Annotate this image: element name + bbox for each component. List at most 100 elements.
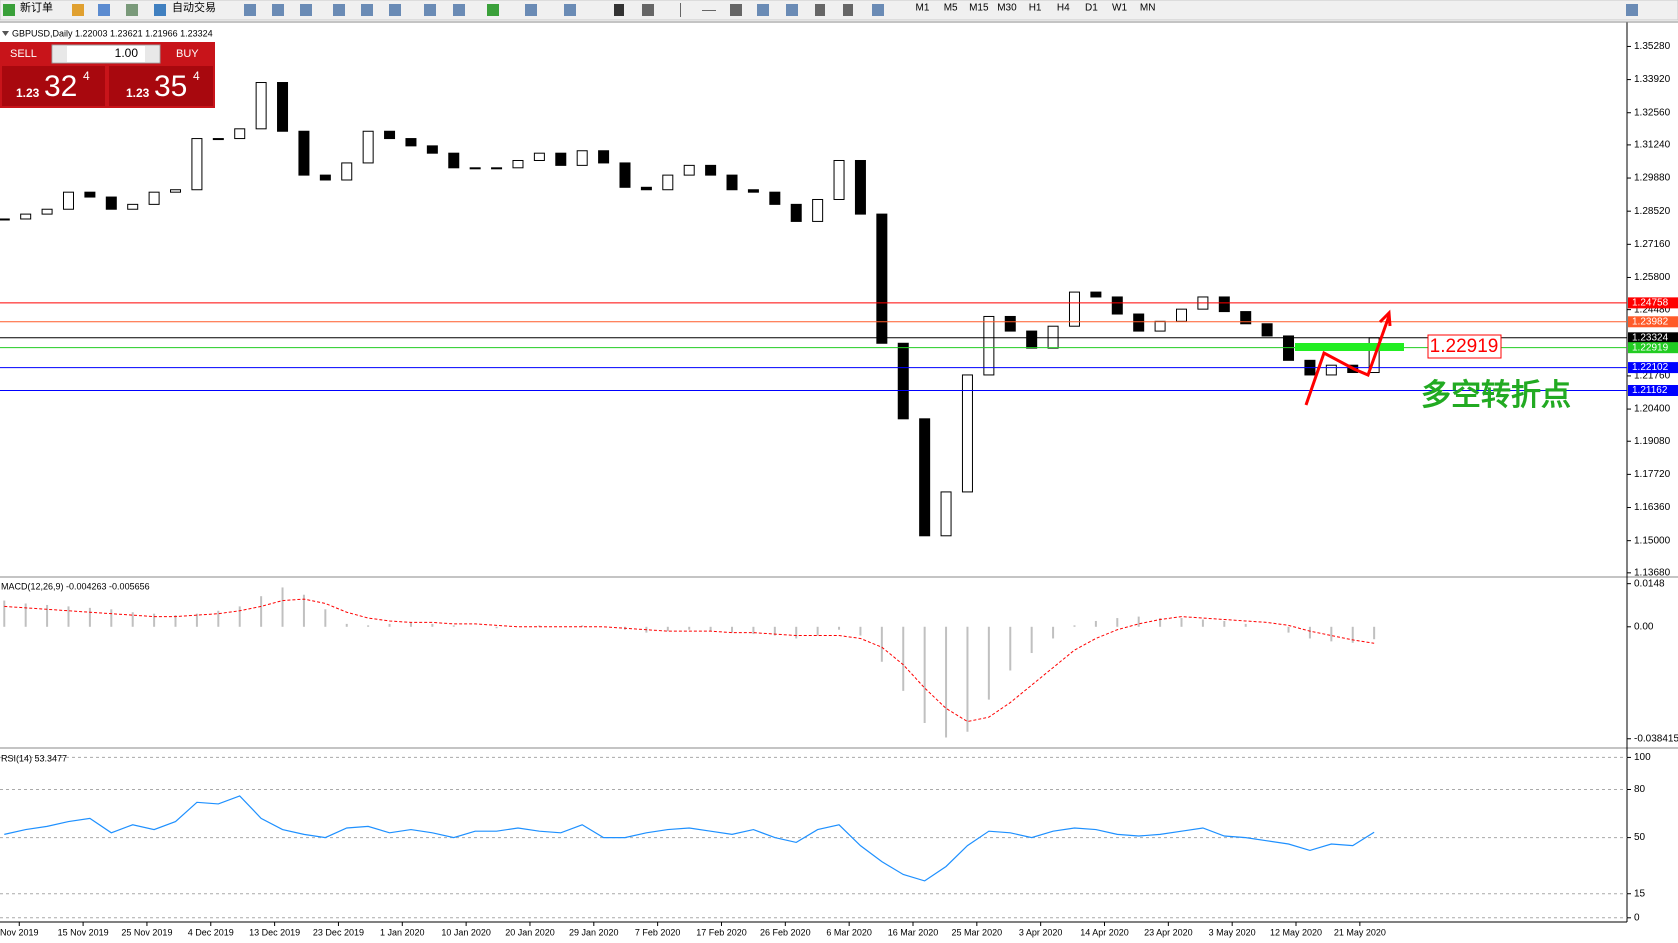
candle-body — [790, 203, 802, 222]
candle-body — [384, 130, 396, 140]
lot-input[interactable] — [51, 44, 161, 64]
tool-icon[interactable] — [126, 4, 138, 16]
ask-fraction: 4 — [193, 69, 200, 83]
templates[interactable] — [564, 4, 576, 16]
price-level-tag — [1628, 297, 1678, 309]
price-level-tag — [1628, 384, 1678, 396]
timeframe-bar: M1 M5 M15 M30 H1 H4 D1 W1 MN — [916, 3, 1156, 14]
candle-body — [683, 164, 695, 176]
candle-body — [319, 174, 331, 181]
candle-body — [576, 150, 588, 166]
x-tick-label: 7 Feb 2020 — [635, 927, 681, 937]
periods[interactable] — [525, 4, 537, 16]
candle-body — [105, 196, 117, 210]
buy-price-box[interactable] — [109, 66, 213, 106]
price-level-label: 1.23324 — [1632, 332, 1669, 343]
rsi-line — [4, 795, 1375, 882]
tool-icon[interactable] — [300, 4, 312, 16]
tool-icon[interactable] — [272, 4, 284, 16]
timeframe-button[interactable]: M5 — [944, 3, 958, 14]
tool-icon[interactable] — [98, 4, 110, 16]
timeframe-button[interactable]: D1 — [1085, 3, 1098, 14]
tool-icon[interactable] — [244, 4, 256, 16]
timeframe-button[interactable]: MN — [1140, 3, 1156, 14]
vline[interactable] — [680, 3, 681, 17]
candle-body — [747, 189, 759, 193]
autotrade-button[interactable]: 自动交易 — [172, 0, 216, 14]
hline[interactable] — [702, 10, 716, 11]
candle-body — [1325, 364, 1337, 376]
price-level-tag — [1628, 332, 1678, 344]
candle-body — [1004, 315, 1016, 332]
text-tool[interactable] — [815, 4, 825, 16]
x-tick-label: 26 Feb 2020 — [760, 927, 811, 937]
trendline[interactable] — [730, 4, 742, 16]
candle-body — [1261, 323, 1273, 337]
timeframe-button[interactable]: M30 — [997, 3, 1017, 14]
timeframe-button[interactable]: M15 — [969, 3, 989, 14]
tool-icon[interactable] — [72, 4, 84, 16]
candle-body — [619, 162, 631, 188]
x-tick-label: 16 Mar 2020 — [888, 927, 939, 937]
price-box-text: 1.22919 — [1430, 336, 1499, 357]
x-tick-label: 23 Dec 2019 — [313, 927, 364, 937]
new-order-icon[interactable] — [3, 4, 15, 16]
candle-body — [1068, 291, 1080, 327]
timeframe-button[interactable]: M1 — [916, 3, 930, 14]
lot-up[interactable] — [145, 46, 159, 62]
label-tool[interactable] — [843, 4, 853, 16]
crosshair[interactable] — [642, 4, 654, 16]
candle-body — [919, 418, 931, 537]
lot-value[interactable]: 1.00 — [115, 46, 139, 60]
sell-price-box[interactable] — [2, 66, 105, 106]
candle-body — [512, 159, 524, 169]
search[interactable] — [1626, 4, 1638, 16]
candle-body — [940, 491, 952, 537]
candle-body — [298, 130, 310, 176]
candle-body — [1218, 296, 1230, 313]
y-tick-label: 1.35280 — [1634, 41, 1671, 52]
lot-down[interactable] — [53, 46, 67, 62]
zoom-in[interactable] — [333, 4, 345, 16]
cursor[interactable] — [614, 4, 624, 16]
x-tick-label: 17 Feb 2020 — [696, 927, 747, 937]
tool-icon[interactable] — [453, 4, 465, 16]
price-level-label: 1.23982 — [1632, 316, 1669, 327]
y-tick-label: 0 — [1634, 912, 1640, 923]
buy-button[interactable]: BUY — [176, 48, 199, 60]
sell-button[interactable]: SELL — [10, 48, 37, 60]
x-tick-label: 12 May 2020 — [1270, 927, 1322, 937]
x-tick-label: 6 Mar 2020 — [826, 927, 872, 937]
candle-body — [0, 218, 10, 221]
new-order-button[interactable]: 新订单 — [20, 0, 53, 14]
arrows[interactable] — [872, 4, 884, 16]
candle-body — [405, 138, 417, 147]
y-tick-label: 1.24480 — [1634, 304, 1671, 315]
tile[interactable] — [389, 4, 401, 16]
timeframe-button[interactable]: H1 — [1029, 3, 1042, 14]
bid-pips: 32 — [44, 70, 77, 103]
candle-body — [854, 159, 866, 215]
indicators[interactable] — [487, 4, 499, 16]
candle-body — [1133, 313, 1145, 332]
annotations: 1.22919 多空转折点 — [1295, 309, 1571, 412]
x-tick-label: 15 Nov 2019 — [58, 927, 109, 937]
timeframe-button[interactable]: W1 — [1112, 3, 1127, 14]
tool-icon[interactable] — [424, 4, 436, 16]
y-tick-label: 1.13680 — [1634, 567, 1671, 578]
y-tick-label: 1.20400 — [1634, 404, 1671, 415]
fibo[interactable] — [757, 4, 769, 16]
price-level-tag — [1628, 342, 1678, 354]
timeframe-button[interactable]: H4 — [1057, 3, 1070, 14]
y-tick-label: 15 — [1634, 888, 1646, 899]
autotrade-icon[interactable] — [154, 4, 166, 16]
price-box — [1427, 334, 1502, 359]
candle-body — [876, 213, 888, 344]
candle-body — [62, 191, 74, 210]
price-level-tag — [1628, 316, 1678, 328]
zoom-out[interactable] — [361, 4, 373, 16]
channels[interactable] — [786, 4, 798, 16]
price-level-label: 1.21162 — [1632, 385, 1668, 396]
candle-body — [897, 342, 909, 420]
